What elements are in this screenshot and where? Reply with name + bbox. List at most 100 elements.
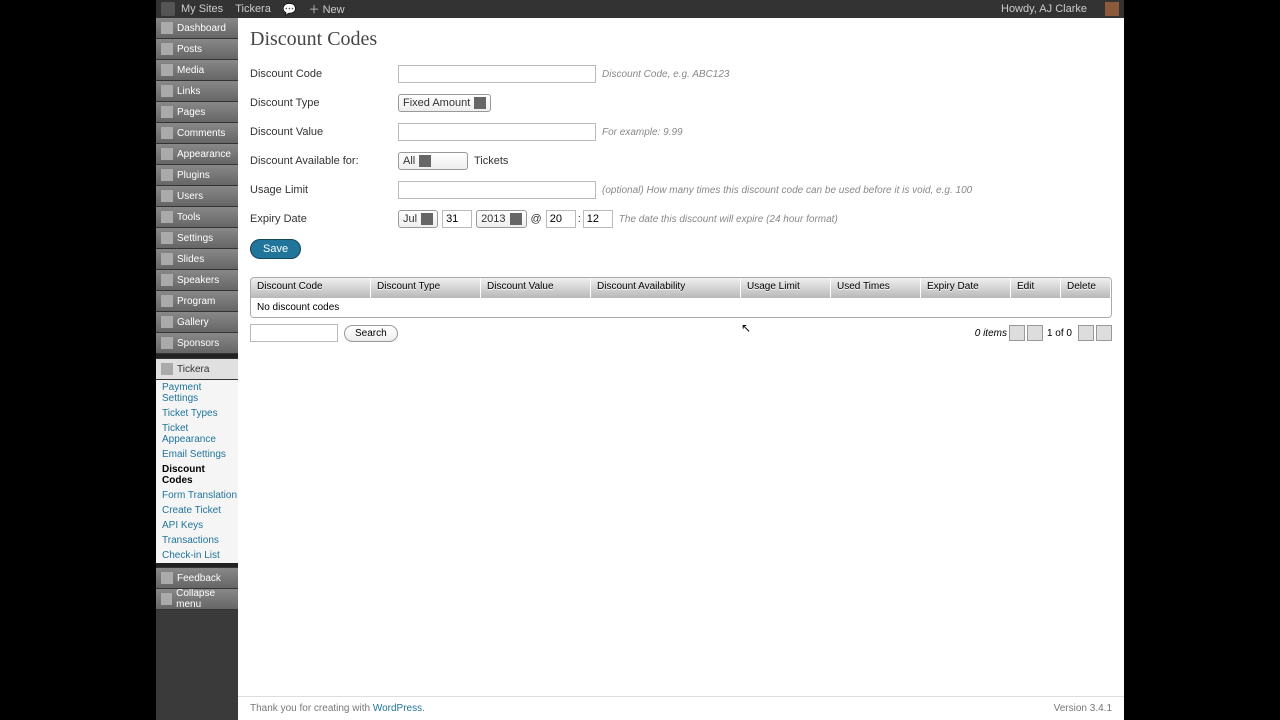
comments-icon[interactable]: 💬 bbox=[283, 3, 297, 16]
content-area: Discount Codes Discount Code Discount Co… bbox=[238, 18, 1124, 720]
sidebar-item-links[interactable]: Links bbox=[156, 81, 238, 102]
sidebar-item-slides[interactable]: Slides bbox=[156, 249, 238, 270]
submenu-discount-codes[interactable]: Discount Codes bbox=[156, 462, 238, 488]
th-usage-limit[interactable]: Usage Limit bbox=[741, 278, 831, 298]
menu-icon bbox=[161, 127, 173, 139]
menu-icon bbox=[161, 337, 173, 349]
menu-icon bbox=[161, 593, 172, 605]
expiry-year-select[interactable]: 2013 bbox=[476, 210, 526, 228]
menu-icon bbox=[161, 211, 173, 223]
discount-code-input[interactable] bbox=[398, 65, 596, 83]
next-page-button[interactable] bbox=[1078, 325, 1094, 341]
menu-icon bbox=[161, 232, 173, 244]
sidebar-item-posts[interactable]: Posts bbox=[156, 39, 238, 60]
menu-icon bbox=[161, 106, 173, 118]
last-page-button[interactable] bbox=[1096, 325, 1112, 341]
version-text: Version 3.4.1 bbox=[1054, 703, 1112, 714]
expiry-day-input[interactable] bbox=[442, 210, 472, 228]
sidebar-item-pages[interactable]: Pages bbox=[156, 102, 238, 123]
sidebar-item-collapse-menu[interactable]: Collapse menu bbox=[156, 589, 238, 610]
sidebar-item-speakers[interactable]: Speakers bbox=[156, 270, 238, 291]
sidebar-item-gallery[interactable]: Gallery bbox=[156, 312, 238, 333]
howdy-link[interactable]: Howdy, AJ Clarke bbox=[1001, 3, 1087, 15]
sidebar-item-sponsors[interactable]: Sponsors bbox=[156, 333, 238, 354]
page-title: Discount Codes bbox=[250, 28, 1112, 51]
sidebar-item-settings[interactable]: Settings bbox=[156, 228, 238, 249]
th-discount-type[interactable]: Discount Type bbox=[371, 278, 481, 298]
sidebar-item-appearance[interactable]: Appearance bbox=[156, 144, 238, 165]
my-sites-link[interactable]: My Sites bbox=[181, 3, 223, 15]
expiry-month-select[interactable]: Jul bbox=[398, 210, 438, 228]
th-discount-code[interactable]: Discount Code bbox=[251, 278, 371, 298]
save-button[interactable]: Save bbox=[250, 239, 301, 259]
search-button[interactable]: Search bbox=[344, 325, 398, 342]
th-discount-availability[interactable]: Discount Availability bbox=[591, 278, 741, 298]
discount-table: Discount CodeDiscount TypeDiscount Value… bbox=[250, 277, 1112, 318]
page-indicator: 1 of 0 bbox=[1047, 328, 1072, 339]
discount-value-input[interactable] bbox=[398, 123, 596, 141]
sidebar-item-media[interactable]: Media bbox=[156, 60, 238, 81]
table-empty: No discount codes bbox=[251, 298, 1111, 317]
menu-icon bbox=[161, 148, 173, 160]
wordpress-link[interactable]: WordPress bbox=[373, 703, 422, 714]
sidebar-item-program[interactable]: Program bbox=[156, 291, 238, 312]
th-edit[interactable]: Edit bbox=[1011, 278, 1061, 298]
th-discount-value[interactable]: Discount Value bbox=[481, 278, 591, 298]
usage-limit-input[interactable] bbox=[398, 181, 596, 199]
avatar[interactable] bbox=[1105, 2, 1119, 16]
discount-available-label: Discount Available for: bbox=[250, 155, 398, 167]
th-used-times[interactable]: Used Times bbox=[831, 278, 921, 298]
menu-icon bbox=[161, 253, 173, 265]
expiry-hour-input[interactable] bbox=[546, 210, 576, 228]
search-input[interactable] bbox=[250, 324, 338, 342]
menu-icon bbox=[161, 274, 173, 286]
ticket-icon bbox=[161, 363, 173, 375]
usage-limit-label: Usage Limit bbox=[250, 184, 398, 196]
sidebar-item-comments[interactable]: Comments bbox=[156, 123, 238, 144]
admin-sidebar: DashboardPostsMediaLinksPagesCommentsApp… bbox=[156, 18, 238, 720]
expiry-min-input[interactable] bbox=[583, 210, 613, 228]
footer: Thank you for creating with WordPress. V… bbox=[238, 696, 1124, 720]
sidebar-item-tools[interactable]: Tools bbox=[156, 207, 238, 228]
wordpress-logo-icon[interactable] bbox=[161, 2, 175, 16]
chevron-down-icon bbox=[421, 213, 433, 225]
items-count: 0 items bbox=[975, 328, 1007, 339]
submenu-email-settings[interactable]: Email Settings bbox=[156, 447, 238, 462]
sidebar-item-plugins[interactable]: Plugins bbox=[156, 165, 238, 186]
discount-available-select[interactable]: All bbox=[398, 152, 468, 170]
th-delete[interactable]: Delete bbox=[1061, 278, 1111, 298]
discount-type-label: Discount Type bbox=[250, 97, 398, 109]
submenu-create-ticket[interactable]: Create Ticket bbox=[156, 503, 238, 518]
sidebar-item-users[interactable]: Users bbox=[156, 186, 238, 207]
submenu-ticket-appearance[interactable]: Ticket Appearance bbox=[156, 421, 238, 447]
menu-icon bbox=[161, 572, 173, 584]
submenu-ticket-types[interactable]: Ticket Types bbox=[156, 406, 238, 421]
th-expiry-date[interactable]: Expiry Date bbox=[921, 278, 1011, 298]
menu-icon bbox=[161, 169, 173, 181]
expiry-date-label: Expiry Date bbox=[250, 213, 398, 225]
submenu-form-translation[interactable]: Form Translation bbox=[156, 488, 238, 503]
prev-page-button[interactable] bbox=[1027, 325, 1043, 341]
menu-icon bbox=[161, 85, 173, 97]
sidebar-item-dashboard[interactable]: Dashboard bbox=[156, 18, 238, 39]
submenu-check-in-list[interactable]: Check-in List bbox=[156, 548, 238, 563]
menu-icon bbox=[161, 43, 173, 55]
first-page-button[interactable] bbox=[1009, 325, 1025, 341]
chevron-down-icon bbox=[510, 213, 522, 225]
sidebar-item-feedback[interactable]: Feedback bbox=[156, 568, 238, 589]
submenu-transactions[interactable]: Transactions bbox=[156, 533, 238, 548]
discount-value-label: Discount Value bbox=[250, 126, 398, 138]
admin-bar: My Sites Tickera 💬 ＋ New Howdy, AJ Clark… bbox=[156, 0, 1124, 18]
chevron-down-icon bbox=[474, 97, 486, 109]
discount-type-select[interactable]: Fixed Amount bbox=[398, 94, 491, 112]
expiry-hint: The date this discount will expire (24 h… bbox=[619, 214, 838, 225]
sidebar-item-tickera[interactable]: Tickera bbox=[156, 359, 238, 380]
menu-icon bbox=[161, 316, 173, 328]
at-symbol: @ bbox=[531, 213, 542, 225]
site-name-link[interactable]: Tickera bbox=[235, 3, 271, 15]
new-link[interactable]: ＋ New bbox=[309, 1, 345, 17]
submenu-payment-settings[interactable]: Payment Settings bbox=[156, 380, 238, 406]
menu-icon bbox=[161, 22, 173, 34]
menu-icon bbox=[161, 190, 173, 202]
submenu-api-keys[interactable]: API Keys bbox=[156, 518, 238, 533]
